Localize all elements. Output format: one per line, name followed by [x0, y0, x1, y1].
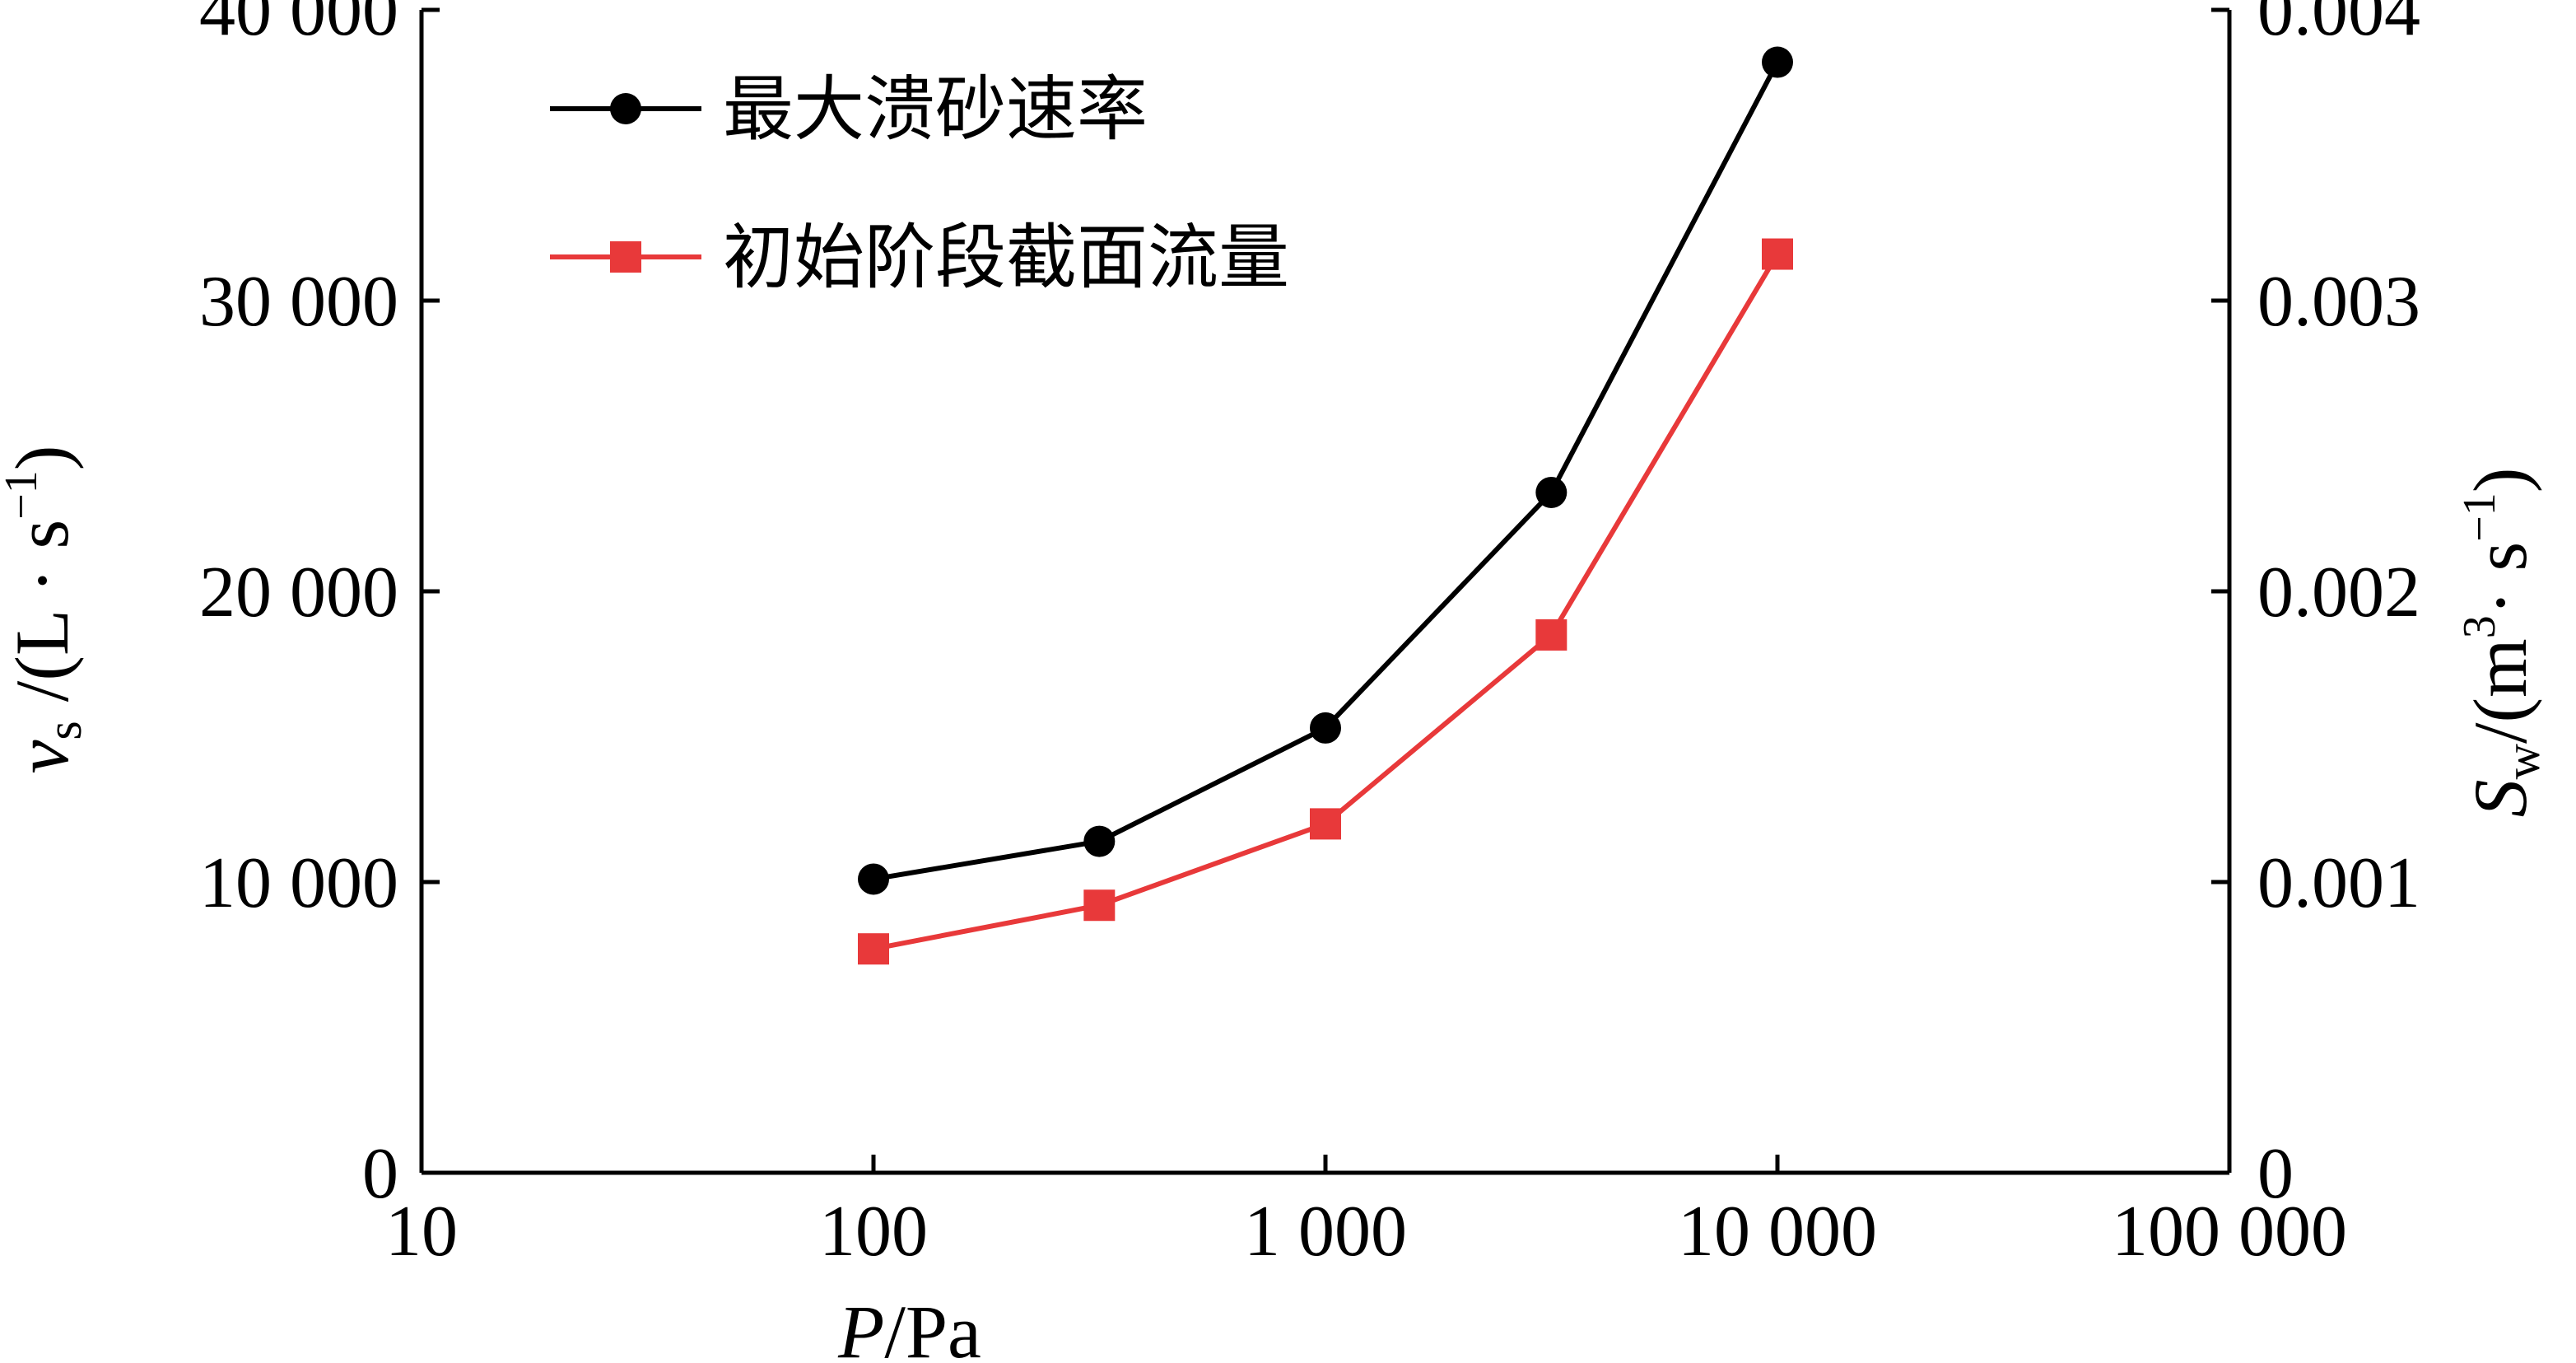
x-axis-ticks: 10 100 1 000 10 000 100 000: [385, 1155, 2347, 1272]
right-y-axis-title: Sw/(m3· s−1): [2454, 468, 2550, 818]
x-tick-label: 100 000: [2112, 1192, 2347, 1272]
series-max-sand-rate: [858, 46, 1793, 895]
data-point: [858, 863, 889, 895]
legend-marker-square: [610, 241, 641, 273]
left-y-tick-label: 30 000: [199, 262, 398, 342]
x-tick-label: 10 000: [1678, 1192, 1877, 1272]
data-point: [1083, 825, 1116, 857]
x-tick-label: 1 000: [1244, 1192, 1407, 1272]
x-axis-title: P/Pa: [837, 1290, 981, 1363]
right-y-tick-label: 0.004: [2257, 0, 2420, 51]
series-initial-section-flow: [858, 238, 1793, 965]
data-point: [1535, 476, 1567, 508]
data-point: [1762, 46, 1793, 78]
legend-marker-circle: [610, 93, 641, 124]
right-y-axis-ticks: 0 0.001 0.002 0.003 0.004: [2211, 0, 2420, 1214]
right-y-tick-label: 0.003: [2257, 262, 2420, 342]
x-tick-label: 100: [819, 1192, 928, 1272]
data-point: [1083, 889, 1116, 922]
right-y-tick-label: 0: [2257, 1134, 2294, 1214]
axes: [419, 10, 2232, 1175]
series-line: [873, 252, 1780, 952]
left-y-tick-label: 40 000: [199, 0, 398, 51]
data-point: [1310, 712, 1341, 744]
legend: 最大溃砂速率 初始阶段截面流量: [550, 68, 1289, 299]
data-point: [1310, 808, 1341, 840]
right-y-tick-label: 0.002: [2257, 553, 2420, 632]
series-layer: [858, 46, 1793, 965]
right-y-tick-label: 0.001: [2257, 843, 2420, 923]
left-y-axis-title: vs /(L · s−1): [0, 446, 91, 774]
x-tick-label: 10: [385, 1192, 458, 1272]
data-point: [1535, 618, 1567, 651]
left-y-tick-label: 20 000: [199, 553, 398, 632]
left-y-axis-ticks: 0 10 000 20 000 30 000 40 000: [199, 0, 440, 1214]
legend-label-max-sand-rate: 最大溃砂速率: [723, 68, 1148, 151]
data-point: [858, 933, 889, 965]
left-y-tick-label: 10 000: [199, 843, 398, 923]
left-y-tick-label: 0: [362, 1134, 398, 1214]
data-point: [1762, 238, 1793, 270]
series-line: [873, 61, 1780, 882]
legend-label-initial-flow: 初始阶段截面流量: [723, 217, 1289, 299]
